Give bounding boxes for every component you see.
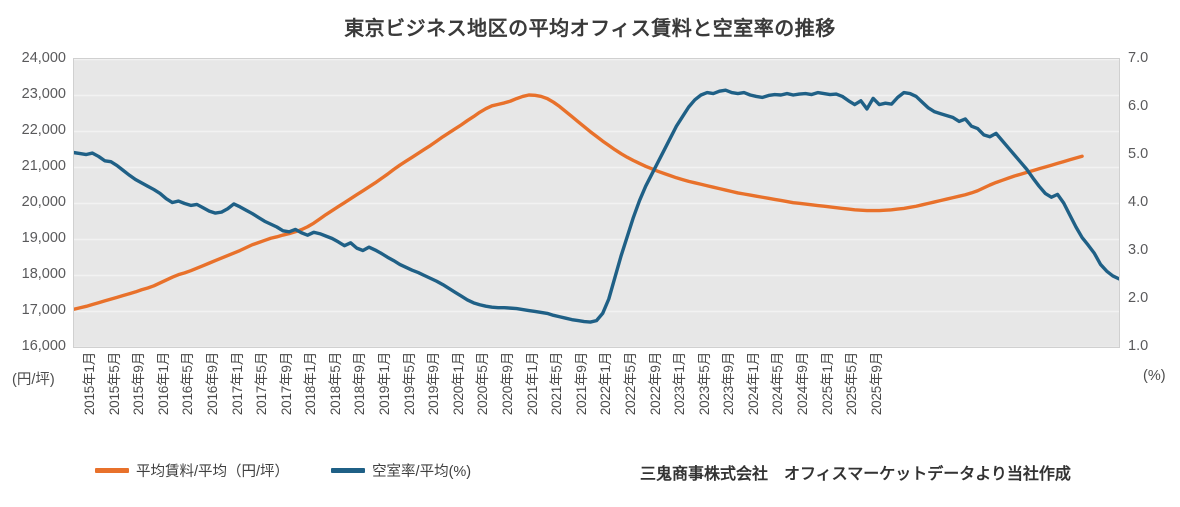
legend-label: 空室率/平均(%)	[372, 464, 472, 480]
series-line	[74, 88, 1119, 324]
x-axis-tick: 2025年9月	[868, 352, 884, 416]
x-axis-tick: 2023年9月	[721, 352, 737, 416]
x-axis-tick: 2018年5月	[327, 352, 343, 416]
y-axis-right-unit: (%)	[1143, 368, 1166, 384]
x-axis-tick: 2024年5月	[770, 352, 786, 416]
x-axis-tick: 2025年1月	[819, 352, 835, 416]
x-axis-tick: 2017年1月	[229, 352, 245, 416]
x-axis-tick: 2022年1月	[598, 352, 614, 416]
plot-svg	[74, 59, 1119, 347]
x-axis-tick: 2015年5月	[106, 352, 122, 416]
chart-legend: 平均賃料/平均（円/坪） 空室率/平均(%)	[95, 460, 471, 481]
x-axis-tick: 2019年1月	[377, 352, 393, 416]
y-axis-right-tick: 4.0	[1128, 194, 1149, 210]
y-axis-left-tick: 23,000	[21, 86, 66, 102]
y-axis-left-unit: (円/坪)	[12, 372, 55, 388]
x-axis-tick: 2019年9月	[426, 352, 442, 416]
y-axis-right-tick: 3.0	[1128, 242, 1149, 258]
x-axis-tick: 2021年5月	[549, 352, 565, 416]
x-axis-tick: 2021年1月	[524, 352, 540, 416]
y-axis-left-labels: 16,000 17,000 18,000 19,000 20,000 21,000 22,0…	[0, 50, 66, 354]
x-axis-tick: 2019年5月	[401, 352, 417, 416]
x-axis-tick: 2020年5月	[475, 352, 491, 416]
x-axis-tick: 2017年9月	[278, 352, 294, 416]
plot-area	[73, 58, 1120, 348]
legend-label: 平均賃料/平均（円/坪）	[136, 464, 290, 480]
y-axis-left-tick: 22,000	[21, 122, 66, 138]
legend-item[interactable]: 平均賃料/平均（円/坪）	[95, 460, 289, 481]
y-axis-left-tick: 24,000	[21, 50, 66, 66]
x-axis-tick: 2016年9月	[204, 352, 220, 416]
y-axis-left-tick: 20,000	[21, 194, 66, 210]
y-axis-left-tick: 21,000	[21, 158, 66, 174]
x-axis-labels: 2015年1月 2015年5月 2015年9月 2016年1月 2016年5月 2016年…	[73, 352, 1120, 452]
y-axis-right-tick: 7.0	[1128, 50, 1149, 66]
y-axis-right-tick: 6.0	[1128, 98, 1149, 114]
x-axis-tick: 2017年5月	[254, 352, 270, 416]
x-axis-tick: 2023年5月	[696, 352, 712, 416]
x-axis-tick: 2021年9月	[573, 352, 589, 416]
y-axis-left-tick: 16,000	[21, 338, 66, 354]
x-axis-tick: 2023年1月	[672, 352, 688, 416]
chart-title: 東京ビジネス地区の平均オフィス賃料と空室率の推移	[344, 18, 836, 40]
y-axis-left-tick: 19,000	[21, 230, 66, 246]
source-note: 三鬼商事株式会社 オフィスマーケットデータより当社作成	[640, 466, 1071, 483]
y-axis-right-tick: 2.0	[1128, 290, 1149, 306]
y-axis-right-labels: 1.0 2.0 3.0 4.0 5.0 6.0 7.0	[1128, 50, 1180, 354]
x-axis-tick: 2018年1月	[303, 352, 319, 416]
y-axis-left-tick: 17,000	[21, 302, 66, 318]
x-axis-tick: 2015年9月	[131, 352, 147, 416]
y-axis-right-tick: 1.0	[1128, 338, 1149, 354]
y-axis-right-tick: 5.0	[1128, 146, 1149, 162]
x-axis-tick: 2020年1月	[450, 352, 466, 416]
legend-swatch-icon	[331, 468, 366, 473]
x-axis-tick: 2022年9月	[647, 352, 663, 416]
x-axis-tick: 2024年1月	[745, 352, 761, 416]
legend-item[interactable]: 空室率/平均(%)	[331, 460, 471, 481]
x-axis-tick: 2015年1月	[82, 352, 97, 416]
x-axis-tick: 2020年9月	[500, 352, 515, 416]
x-axis-tick: 2016年5月	[180, 352, 196, 416]
x-axis-tick: 2022年5月	[622, 352, 638, 416]
series-line	[74, 93, 1084, 311]
y-axis-left-tick: 18,000	[21, 266, 66, 282]
x-axis-tick: 2016年1月	[155, 352, 171, 416]
x-axis-tick: 2025年5月	[844, 352, 860, 416]
legend-swatch-icon	[95, 468, 129, 473]
x-axis-tick: 2018年9月	[352, 352, 368, 416]
x-axis-tick: 2024年9月	[795, 352, 811, 416]
